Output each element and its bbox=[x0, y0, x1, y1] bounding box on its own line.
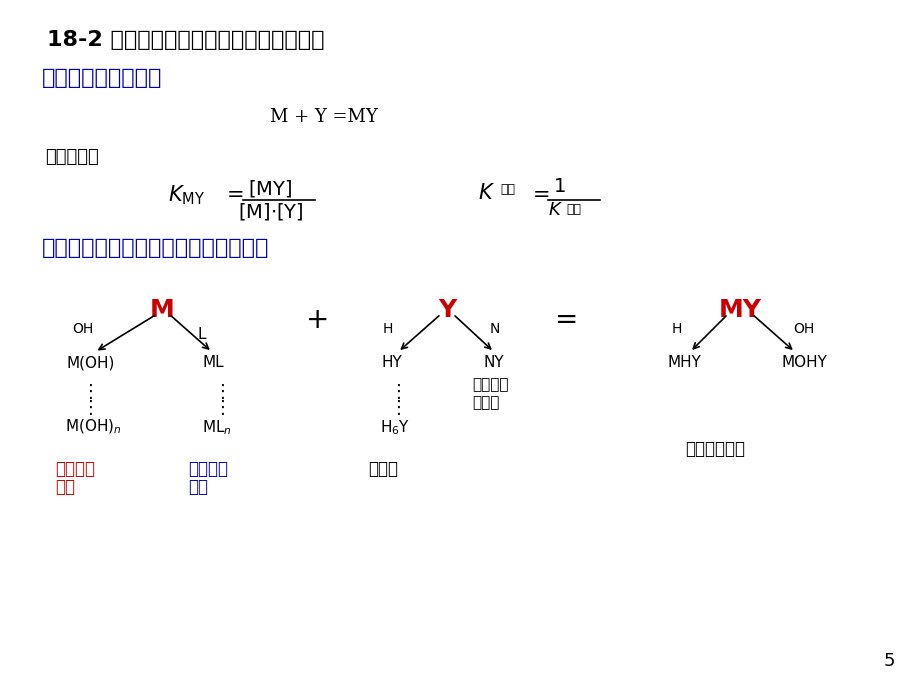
Text: 不稳: 不稳 bbox=[565, 203, 581, 216]
Text: 效应: 效应 bbox=[55, 478, 75, 496]
Text: ⋮: ⋮ bbox=[214, 399, 232, 417]
Text: ⋮: ⋮ bbox=[214, 383, 232, 401]
Text: H: H bbox=[382, 322, 393, 336]
Text: N: N bbox=[490, 322, 500, 336]
Text: M(OH): M(OH) bbox=[67, 355, 115, 370]
Text: 5: 5 bbox=[882, 652, 894, 670]
Text: $[\mathrm{MY}]$: $[\mathrm{MY}]$ bbox=[248, 178, 292, 199]
Text: 羟基配位: 羟基配位 bbox=[55, 460, 95, 478]
Text: 副反应: 副反应 bbox=[471, 395, 499, 410]
Text: OH: OH bbox=[72, 322, 93, 336]
Text: $1$: $1$ bbox=[552, 177, 565, 196]
Text: 稳定: 稳定 bbox=[499, 183, 515, 196]
Text: L: L bbox=[198, 327, 206, 342]
Text: $K$: $K$ bbox=[548, 201, 562, 219]
Text: MY: MY bbox=[718, 298, 761, 322]
Text: H: H bbox=[671, 322, 682, 336]
Text: $[\mathrm{M}]{\cdot}[\mathrm{Y}]$: $[\mathrm{M}]{\cdot}[\mathrm{Y}]$ bbox=[238, 201, 303, 222]
Text: H$_6$Y: H$_6$Y bbox=[380, 418, 410, 437]
Text: ⋮: ⋮ bbox=[82, 383, 100, 401]
Text: NY: NY bbox=[483, 355, 505, 370]
Text: M + Y =MY: M + Y =MY bbox=[269, 108, 378, 126]
Text: HY: HY bbox=[381, 355, 403, 370]
Text: 干扰离子: 干扰离子 bbox=[471, 377, 508, 392]
Text: MOHY: MOHY bbox=[781, 355, 827, 370]
Text: $=$: $=$ bbox=[528, 183, 549, 203]
Text: OH: OH bbox=[792, 322, 813, 336]
Text: ⋮: ⋮ bbox=[82, 399, 100, 417]
Text: 稳定常数：: 稳定常数： bbox=[45, 148, 98, 166]
Text: 18-2 配合物的副反应系数和条件稳定常数: 18-2 配合物的副反应系数和条件稳定常数 bbox=[47, 30, 324, 50]
Text: ⋮: ⋮ bbox=[390, 399, 407, 417]
Text: 一、配合物的稳定性: 一、配合物的稳定性 bbox=[42, 68, 162, 88]
Text: 二、配位反应的副反应系数和条件常数: 二、配位反应的副反应系数和条件常数 bbox=[42, 238, 269, 258]
Text: ⋮: ⋮ bbox=[390, 383, 407, 401]
Text: MHY: MHY bbox=[667, 355, 701, 370]
Text: =: = bbox=[555, 306, 578, 334]
Text: +: + bbox=[306, 306, 329, 334]
Text: $K$: $K$ bbox=[478, 183, 494, 203]
Text: $K_{\mathrm{MY}}$: $K_{\mathrm{MY}}$ bbox=[168, 183, 205, 206]
Text: 混合配位效应: 混合配位效应 bbox=[685, 440, 744, 458]
Text: M: M bbox=[150, 298, 175, 322]
Text: ML$_n$: ML$_n$ bbox=[202, 418, 232, 437]
Text: 酸效应: 酸效应 bbox=[368, 460, 398, 478]
Text: M(OH)$_n$: M(OH)$_n$ bbox=[65, 418, 121, 436]
Text: 效应: 效应 bbox=[187, 478, 208, 496]
Text: $=$: $=$ bbox=[221, 183, 244, 203]
Text: 辅助配位: 辅助配位 bbox=[187, 460, 228, 478]
Text: ML: ML bbox=[203, 355, 224, 370]
Text: Y: Y bbox=[437, 298, 456, 322]
